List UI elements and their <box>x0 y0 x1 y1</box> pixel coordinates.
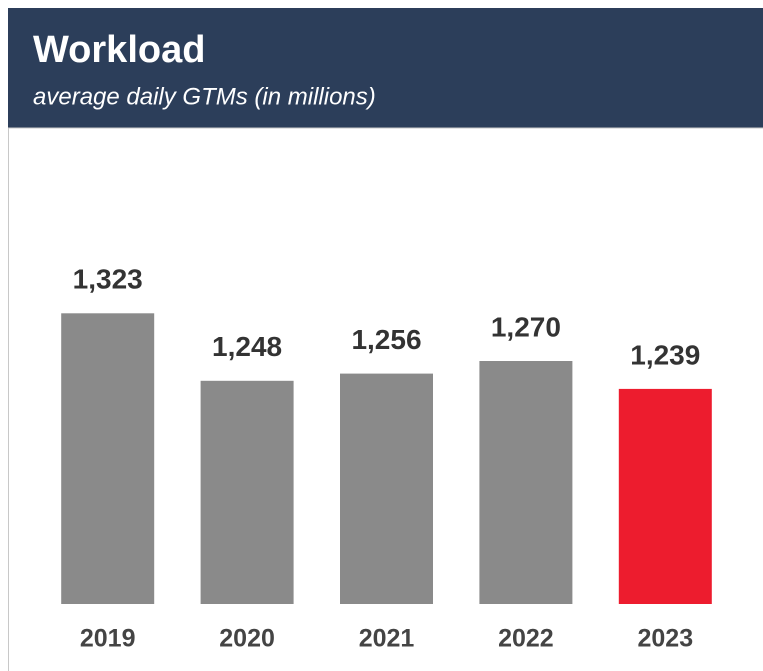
value-label: 1,239 <box>630 339 700 370</box>
value-label: 1,270 <box>491 311 561 342</box>
bar <box>200 380 294 604</box>
value-label: 1,248 <box>212 331 282 362</box>
x-tick-label: 2019 <box>80 625 136 653</box>
value-label: 1,256 <box>351 324 421 355</box>
x-tick-label: 2021 <box>359 625 415 653</box>
bar <box>340 373 433 604</box>
x-tick-label: 2023 <box>637 625 693 653</box>
header <box>8 8 763 128</box>
bar <box>479 361 573 604</box>
x-tick-label: 2020 <box>219 625 275 653</box>
chart-title: Workload <box>33 29 205 71</box>
chart-subtitle: average daily GTMs (in millions) <box>33 83 376 110</box>
value-label: 1,323 <box>73 264 143 295</box>
x-tick-label: 2022 <box>498 625 554 653</box>
bar <box>61 313 155 604</box>
bar <box>618 388 712 604</box>
